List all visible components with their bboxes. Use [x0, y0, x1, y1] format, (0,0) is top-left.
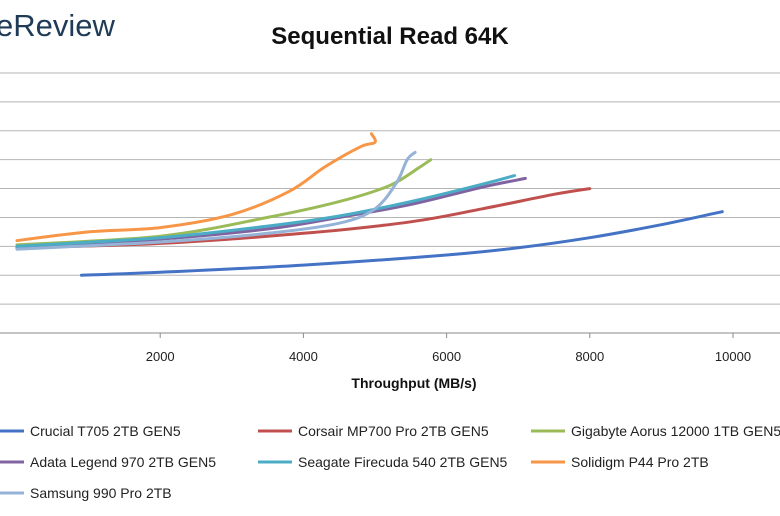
legend-label: Solidigm P44 Pro 2TB: [571, 454, 709, 470]
legend-label: Samsung 990 Pro 2TB: [30, 485, 172, 501]
legend-label: Seagate Firecuda 540 2TB GEN5: [298, 454, 508, 470]
series-line-seagate-firecuda-540-2tb-gen5: [15, 174, 517, 248]
x-tick-label: 4000: [289, 349, 318, 364]
x-tick-label: 10000: [715, 349, 751, 364]
watermark-logo: eReview: [0, 8, 115, 43]
legend-label: Crucial T705 2TB GEN5: [30, 423, 181, 439]
series-line-crucial-t705-2tb-gen5: [79, 210, 724, 277]
series-lines: [15, 132, 724, 277]
x-axis-label: Throughput (MB/s): [351, 375, 476, 391]
series-line-solidigm-p44-pro-2tb: [15, 132, 377, 243]
series-line-samsung-990-pro-2tb: [15, 150, 417, 251]
legend-label: Gigabyte Aorus 12000 1TB GEN5: [571, 423, 780, 439]
gridlines: [0, 72, 780, 334]
x-tick-label: 2000: [146, 349, 175, 364]
series-line-corsair-mp700-pro-2tb-gen5: [15, 187, 592, 250]
legend-label: Corsair MP700 Pro 2TB GEN5: [298, 423, 489, 439]
x-axis-tick-labels: 2000 4000 6000 8000 10000: [146, 333, 751, 364]
legend: Crucial T705 2TB GEN5 Corsair MP700 Pro 2…: [0, 423, 780, 501]
legend-label: Adata Legend 970 2TB GEN5: [30, 454, 216, 470]
x-tick-label: 6000: [432, 349, 461, 364]
chart-title: Sequential Read 64K: [271, 23, 509, 50]
x-tick-label: 8000: [575, 349, 604, 364]
